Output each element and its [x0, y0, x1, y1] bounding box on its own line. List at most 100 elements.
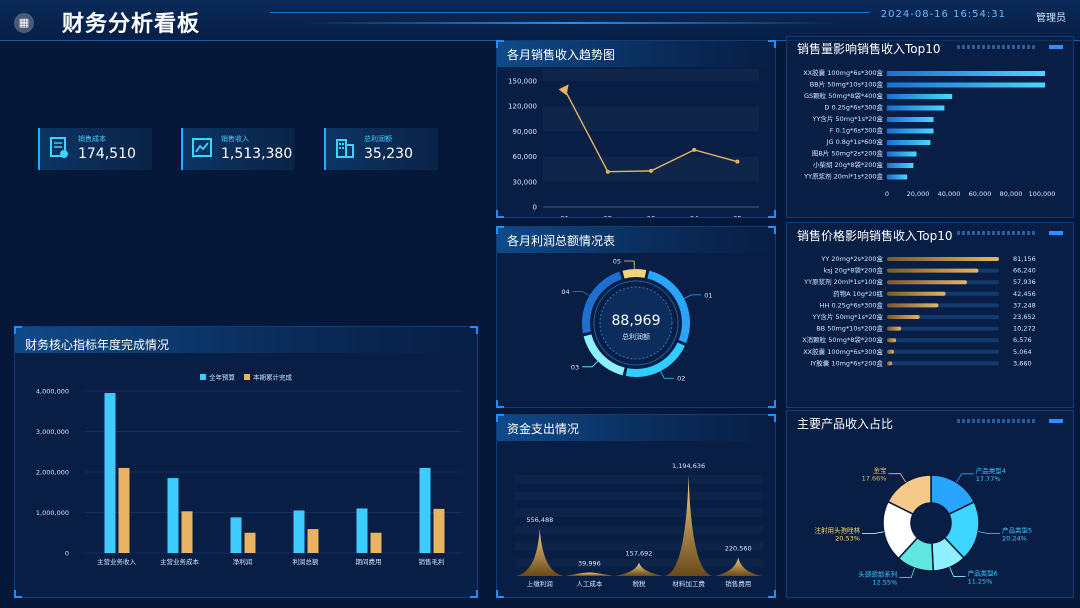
datetime-text: 2024-08-16 16:54:31 [880, 9, 1006, 20]
header-glow-line [300, 22, 840, 24]
y-tick-label: 3,000,000 [36, 428, 69, 436]
product-share-chart: 产品类型417.77%产品类型520.24%产品类型611.25%头颈颈部系列1… [814, 466, 1032, 587]
grid-band [543, 81, 759, 106]
panel-title: 销售价格影响销售收入Top10 [797, 229, 953, 243]
donut-percent: 17.77% [976, 475, 1001, 483]
data-point [605, 169, 610, 174]
bar-value-label: 37,248 [1013, 301, 1036, 309]
panel-core-index: 财务核心指标年度完成情况 全年预算 本期累计完成 0 1,000,000 2,000,0… [14, 326, 478, 598]
grid-band [515, 492, 763, 500]
donut-percent: 12.55% [872, 579, 897, 587]
kpi-card-total-profit: 总利润额 35,230 [324, 128, 438, 170]
legend-swatch [244, 374, 250, 380]
bar [887, 338, 897, 343]
donut-label: 产品类型5 [1002, 525, 1032, 534]
bar [887, 128, 934, 134]
x-tick-label: 上缴利润 [527, 579, 553, 588]
x-tick-label: 期间费用 [356, 557, 382, 566]
bar [167, 478, 179, 553]
kpi-value: 174,510 [78, 146, 136, 162]
profit-ring-chart: 01 02 03 04 05 88,969 总利润额 [561, 258, 712, 383]
donut-leader-line [899, 567, 916, 578]
ring-segment-label: 03 [571, 363, 579, 371]
panel-title: 资金支出情况 [507, 422, 580, 436]
bar [887, 326, 902, 331]
bar-value-label: 42,456 [1013, 290, 1036, 298]
grid-icon[interactable]: ▦ [14, 13, 34, 33]
panel-title: 销售量影响销售收入Top10 [797, 42, 941, 56]
header-decoration [270, 12, 870, 35]
bar-track [887, 338, 999, 343]
grid-band [515, 475, 763, 483]
y-tick-label: 150,000 [508, 78, 537, 86]
bar [887, 105, 945, 111]
kpi-label: 总利润额 [364, 135, 392, 143]
ring-segment [625, 342, 685, 377]
ring-segment-label: 05 [613, 258, 621, 266]
ring-segment [582, 271, 622, 334]
grid-band [543, 69, 759, 81]
expense-value-label: 556,488 [526, 516, 553, 524]
bar [887, 280, 967, 285]
bar [887, 163, 914, 168]
x-tick-label: 60,000 [969, 190, 992, 198]
bar-value-label: 66,240 [1013, 267, 1036, 275]
kpi-label: 销售成本 [78, 135, 106, 143]
kpi-card-sales-cost: 销售成本 174,510 [38, 128, 152, 170]
bar-value-label: 10,272 [1013, 325, 1036, 333]
y-tick-label: 60,000 [513, 153, 538, 161]
bar-category-label: HH 0.25g*6s*300盒 [820, 300, 884, 309]
kpi-value: 35,230 [364, 146, 413, 162]
user-label[interactable]: 管理员 [1036, 13, 1066, 24]
x-tick-label: 主营业务收入 [97, 557, 137, 566]
bar [887, 291, 946, 296]
bar-category-label: X消颗粒 50mg*8袋*200盒 [802, 335, 883, 344]
panel-price-top10: 销售价格影响销售收入Top10 YY 20mg*2s*200盒 81,156 ksj… [786, 222, 1074, 408]
bar-category-label: YY原浆剂 20ml*1s*100盒 [803, 277, 883, 286]
bar-category-label: F 0.1g*6s*300盒 [830, 126, 884, 135]
bar-category-label: 小柴胡 20g*8袋*200盒 [813, 160, 884, 169]
bar-category-label: 图B片 50mg*2s*200盒 [812, 149, 884, 158]
ring-segment [622, 269, 647, 279]
donut-leader-line [978, 531, 1001, 534]
bar-category-label: BB 50mg*10s*200盒 [816, 324, 883, 333]
donut-percent: 20.53% [835, 535, 860, 543]
ring-leader-line [660, 370, 675, 379]
panel-header [497, 41, 775, 67]
donut-leader-line [888, 473, 907, 483]
line-chart-icon [191, 136, 213, 160]
donut-leader-line [956, 473, 974, 483]
expense-spike [664, 475, 713, 576]
panel-title: 各月利润总额情况表 [507, 234, 616, 248]
bar [887, 94, 953, 99]
expense-value-label: 39,996 [578, 560, 601, 568]
expense-spike [565, 572, 614, 576]
x-tick-label: 05 [733, 215, 742, 217]
expense-value-label: 220,560 [725, 544, 752, 552]
bar [887, 82, 1046, 88]
x-tick-label: 净利润 [233, 557, 253, 566]
building-icon [334, 136, 356, 160]
bar-value-label: 6,576 [1013, 336, 1032, 344]
bar [433, 508, 445, 553]
bar-value-label: 5,064 [1013, 348, 1032, 356]
grid-band [543, 182, 759, 207]
bar [887, 117, 934, 122]
panel-title: 主要产品收入占比 [797, 417, 894, 431]
bar-category-label: YY含片 50mg*1s*20盒 [811, 114, 883, 123]
expense-spike [615, 562, 663, 576]
bar-category-label: YY 20mg*2s*200盒 [820, 254, 883, 263]
bar [887, 140, 931, 145]
kpi-label: 销售收入 [221, 135, 249, 143]
bar-category-label: XX胶囊 100mg*6s*300盒 [803, 68, 883, 77]
x-tick-label: 主营业务成本 [160, 557, 200, 566]
ring-segment [647, 270, 690, 343]
donut-leader-line [949, 567, 966, 577]
bar [887, 71, 1046, 76]
bar-category-label: YY含片 50mg*1s*20盒 [811, 312, 883, 321]
donut-percent: 11.25% [968, 577, 993, 585]
expense-spike [714, 557, 763, 576]
ring-inner-border [593, 280, 679, 366]
bar [181, 511, 193, 553]
y-tick-label: 120,000 [508, 103, 537, 111]
